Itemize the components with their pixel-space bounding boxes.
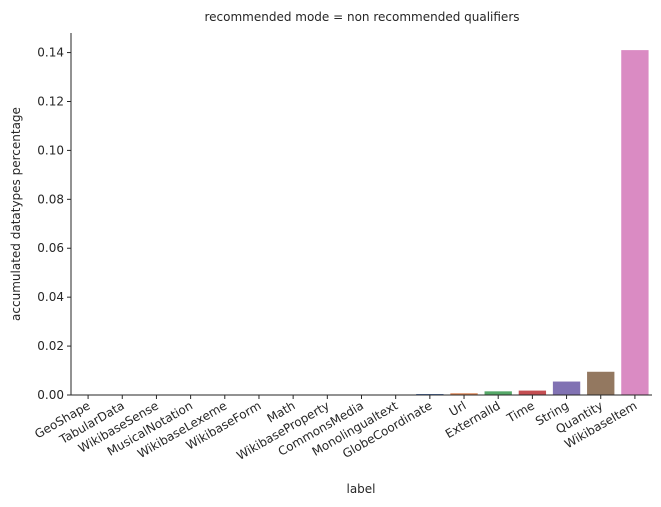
y-tick-label: 0.06	[37, 241, 64, 255]
bars	[416, 50, 649, 396]
bar-string	[552, 381, 581, 395]
y-tick-label: 0.02	[37, 339, 64, 353]
y-tick-label: 0.10	[37, 143, 64, 157]
y-tick-label: 0.00	[37, 388, 64, 402]
chart-title: recommended mode = non recommended quali…	[204, 10, 519, 24]
y-axis-ticks: 0.00 0.02 0.04 0.06 0.08 0.10 0.12 0.14	[37, 46, 71, 402]
y-tick-label: 0.14	[37, 46, 64, 60]
y-tick-label: 0.12	[37, 94, 64, 108]
x-axis-label: label	[346, 482, 375, 496]
y-axis-label: accumulated datatypes percentage	[9, 107, 23, 321]
x-tick-label: Time	[504, 398, 537, 425]
x-axis-ticks: GeoShapeTabularDataWikibaseSenseMusicalN…	[32, 395, 639, 463]
bar-quantity	[587, 371, 615, 395]
bar-wikibaseitem	[621, 50, 649, 396]
y-tick-label: 0.08	[37, 192, 64, 206]
bar-url	[450, 393, 478, 395]
bar-time	[518, 390, 547, 395]
y-tick-label: 0.04	[37, 290, 64, 304]
bar-externalid	[484, 391, 512, 395]
